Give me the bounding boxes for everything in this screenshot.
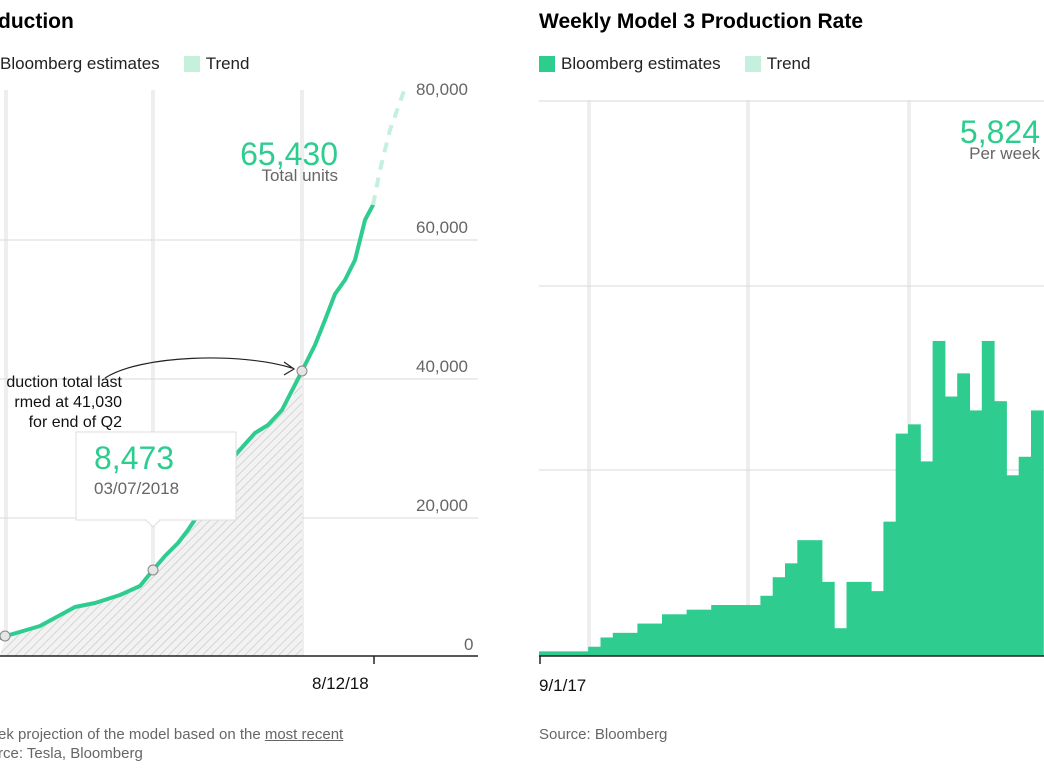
left-y-tick-40000: 40,000 [416, 357, 468, 376]
weekly-bar [760, 595, 774, 656]
left-footnote: ek projection of the model based on the … [0, 726, 343, 743]
right-source: Source: Bloomberg [539, 726, 668, 743]
left-cumulative-chart [0, 87, 478, 664]
annotation-line-1: duction total last [6, 374, 122, 391]
weekly-bar [735, 605, 749, 656]
weekly-bar [858, 581, 872, 656]
right-chart-title: Weekly Model 3 Production Rate [539, 10, 864, 33]
legend-trend-label: Trend [205, 54, 250, 73]
left-confirmed-area [0, 370, 302, 656]
weekly-bar [846, 581, 860, 656]
tooltip-value: 8,473 [94, 440, 175, 476]
right-headline: 5,824 Per week [948, 116, 1040, 162]
annotation-arrowhead [283, 361, 296, 376]
right-x-tick-label: 9/1/17 [539, 676, 587, 695]
legend-estimates-swatch-right [539, 56, 555, 72]
weekly-bar [834, 628, 847, 656]
annotation-line-3: for end of Q2 [28, 414, 122, 431]
footnote-link[interactable]: most recent [264, 726, 344, 743]
legend-trend-label-right: Trend [766, 54, 811, 73]
weekly-bar [981, 340, 995, 656]
annotation-arrow [104, 357, 293, 379]
weekly-bar [932, 340, 946, 656]
left-marker-tooltip [147, 564, 159, 576]
weekly-bar [772, 577, 786, 656]
weekly-bar [920, 461, 934, 656]
left-headline-value: 65,430 [240, 136, 338, 172]
legend-estimates-label-right: Bloomberg estimates [561, 54, 721, 73]
weekly-bar [563, 651, 577, 656]
weekly-bar [723, 605, 737, 656]
weekly-bar [957, 373, 970, 656]
weekly-bar [698, 609, 712, 656]
footnote-text: ek projection of the model based on the [0, 726, 265, 743]
left-source: rce: Tesla, Bloomberg [0, 745, 143, 762]
weekly-bar [1018, 456, 1032, 656]
left-legend: Bloomberg estimates Trend [0, 54, 273, 74]
weekly-bar [785, 563, 798, 656]
right-legend: Bloomberg estimates Trend [539, 54, 834, 74]
annotation-line-2: rmed at 41,030 [14, 394, 122, 411]
weekly-bar [908, 424, 921, 656]
weekly-bar [600, 637, 614, 656]
left-chart-title: duction [0, 10, 74, 33]
weekly-bar [797, 540, 811, 656]
left-headline: 65,430 Total units [236, 138, 338, 184]
right-bars [539, 340, 1044, 656]
weekly-bar [895, 433, 909, 656]
weekly-bar [944, 396, 958, 656]
legend-estimates-label: Bloomberg estimates [0, 54, 160, 73]
left-y-tick-80000: 80,000 [416, 80, 468, 99]
weekly-bar [994, 401, 1007, 656]
weekly-bar [1031, 410, 1044, 656]
right-headline-value: 5,824 [959, 114, 1040, 150]
weekly-bar [662, 614, 675, 656]
tooltip-content: 8,473 03/07/2018 [94, 442, 179, 497]
weekly-bar [748, 605, 761, 656]
weekly-bar [711, 605, 724, 656]
weekly-bar [809, 540, 823, 656]
legend-trend-swatch [183, 56, 200, 72]
left-y-tick-0: 0 [464, 635, 474, 654]
weekly-bar [539, 651, 552, 656]
weekly-bar [686, 609, 700, 656]
weekly-bar [612, 632, 626, 656]
tooltip-box [75, 431, 237, 521]
weekly-bar [649, 623, 663, 656]
weekly-bar [637, 623, 651, 656]
weekly-bar [821, 581, 835, 656]
legend-item-trend-right: Trend [744, 54, 811, 74]
weekly-bar [871, 591, 884, 656]
left-y-tick-20000: 20,000 [416, 496, 468, 515]
weekly-bar [883, 521, 897, 656]
left-y-tick-60000: 60,000 [416, 218, 468, 237]
weekly-bar [674, 614, 688, 656]
weekly-bar [588, 646, 601, 656]
weekly-bar [969, 410, 983, 656]
q2-annotation: duction total last rmed at 41,030 for en… [0, 373, 122, 433]
weekly-bar [625, 632, 638, 656]
left-marker-start [0, 630, 11, 642]
legend-item-estimates: Bloomberg estimates [0, 54, 160, 74]
left-headline-unit: Total units [261, 166, 338, 185]
weekly-bar [1006, 475, 1020, 656]
legend-trend-swatch-right [744, 56, 761, 72]
left-series-trend [371, 87, 407, 206]
right-headline-unit: Per week [969, 144, 1040, 163]
left-marker-q2 [296, 365, 308, 377]
left-x-tick-label: 8/12/18 [312, 674, 369, 693]
weekly-bar [575, 651, 589, 656]
legend-item-trend: Trend [183, 54, 250, 74]
weekly-bar [551, 651, 565, 656]
tooltip-date: 03/07/2018 [94, 479, 180, 498]
legend-item-estimates-right: Bloomberg estimates [539, 54, 721, 74]
